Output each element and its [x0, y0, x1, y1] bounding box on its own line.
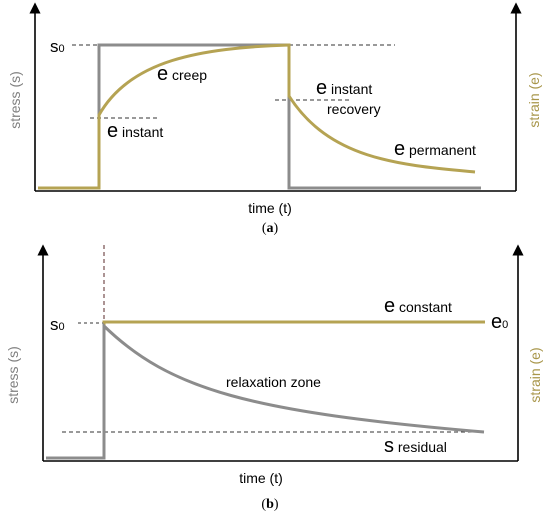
- panel-a: stress (s) strain (e) s0 e creep e insta…: [7, 2, 542, 236]
- panel-a-x-label: time (t): [248, 200, 292, 216]
- panel-a-y-left-label: stress (s): [7, 71, 23, 129]
- panel-b-stress-curve: [46, 322, 485, 460]
- panel-b-caption: (b): [261, 497, 278, 512]
- panel-b-y-left-label: stress (s): [5, 346, 21, 404]
- panel-b-eps0-label: e0: [491, 311, 508, 333]
- panel-a-recovery-label: recovery: [327, 101, 381, 117]
- panel-b-y-right-label: strain (e): [527, 347, 543, 402]
- panel-b-relaxation-label: relaxation zone: [226, 374, 321, 390]
- panel-b-x-label: time (t): [239, 470, 283, 486]
- panel-b-residual-label: s residual: [384, 435, 447, 457]
- panel-a-instant-recovery-label: e instant: [316, 77, 372, 99]
- panel-b-strain-curve: [46, 320, 485, 460]
- panel-a-strain-curve: [38, 43, 476, 190]
- panel-a-instant-label: e instant: [107, 120, 163, 142]
- panel-a-creep-label: e creep: [157, 63, 207, 85]
- panel-a-caption: (a): [262, 221, 279, 236]
- panel-a-sigma0-label: s0: [50, 37, 65, 56]
- panel-b-constant-label: e constant: [384, 295, 452, 317]
- panel-a-y-right-label: strain (e): [526, 72, 542, 127]
- panel-b-sigma0-label: s0: [50, 315, 65, 334]
- panel-a-permanent-label: e permanent: [394, 138, 476, 160]
- panel-b: stress (s) strain (e) s0 e constant e0 r…: [5, 244, 543, 512]
